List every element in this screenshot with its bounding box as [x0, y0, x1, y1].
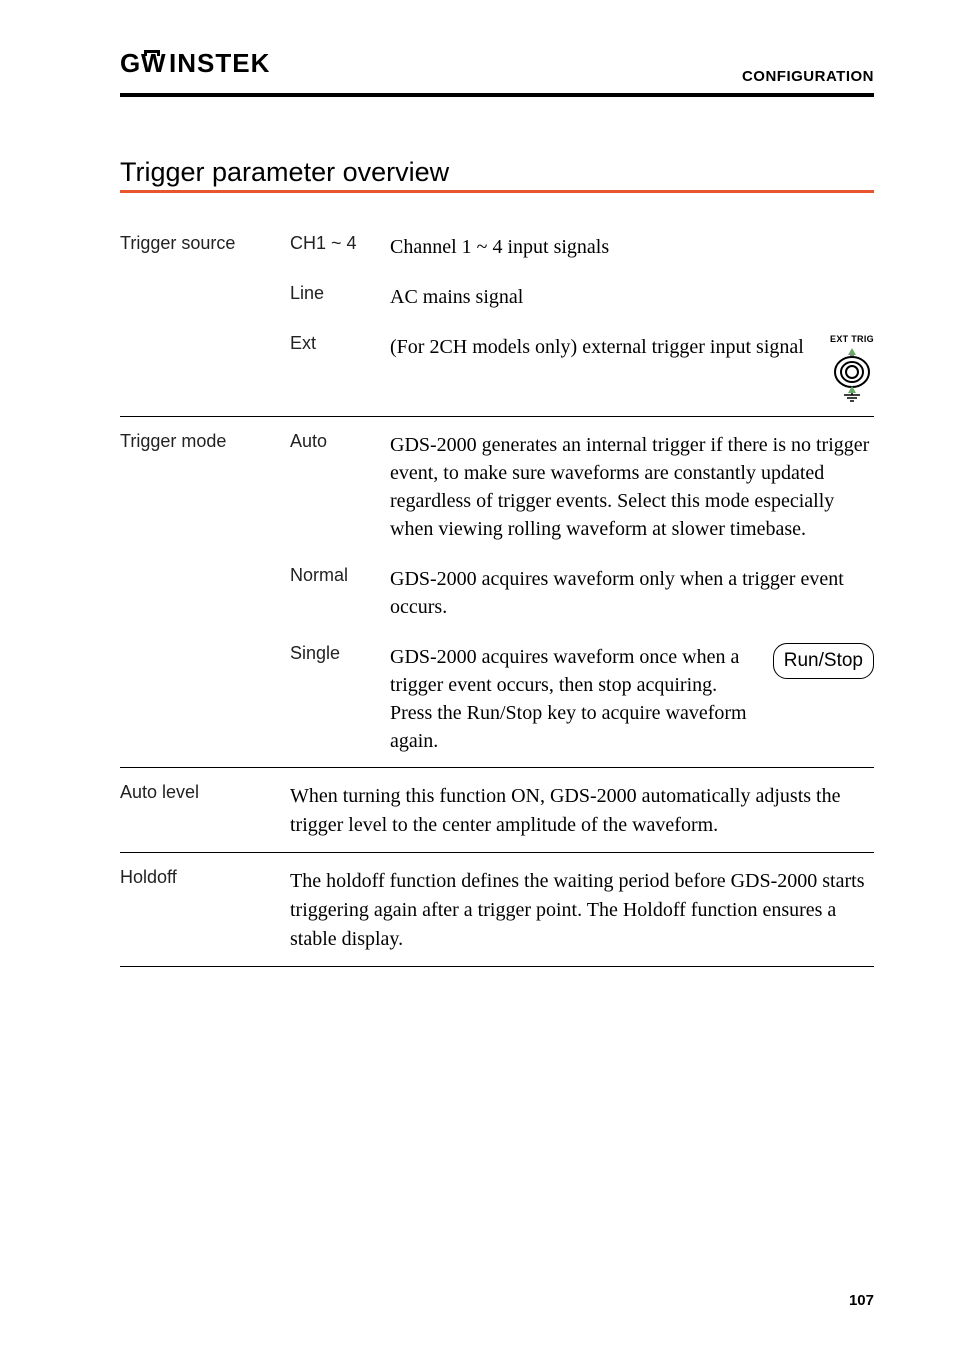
trigger-source-sub-ext: Ext	[290, 333, 390, 404]
page-header: G W INSTEK CONFIGURATION	[120, 50, 874, 91]
separator	[120, 852, 874, 853]
brand-logo: G W INSTEK	[120, 50, 288, 85]
trigger-source-label: Trigger source	[120, 233, 290, 261]
page-title: Trigger parameter overview	[120, 157, 874, 188]
ext-trig-label: EXT TRIG	[830, 333, 874, 346]
trigger-mode-row-2: Normal GDS-2000 acquires waveform only w…	[120, 565, 874, 621]
trigger-source-desc-line: AC mains signal	[390, 283, 874, 311]
holdoff-desc: The holdoff function defines the waiting…	[290, 867, 874, 954]
trigger-mode-row-1: Trigger mode Auto GDS-2000 generates an …	[120, 431, 874, 543]
svg-text:G: G	[120, 50, 141, 78]
separator	[120, 416, 874, 417]
trigger-mode-sub-normal: Normal	[290, 565, 390, 621]
trigger-mode-sub-single: Single	[290, 643, 390, 755]
auto-level-desc: When turning this function ON, GDS-2000 …	[290, 782, 874, 840]
trigger-source-desc-ext: (For 2CH models only) external trigger i…	[390, 333, 874, 404]
svg-text:INSTEK: INSTEK	[169, 50, 270, 78]
trigger-mode-label: Trigger mode	[120, 431, 290, 543]
ext-trig-icon: EXT TRIG	[830, 333, 874, 404]
separator	[120, 767, 874, 768]
auto-level-label: Auto level	[120, 782, 290, 840]
trigger-source-row-2: Line AC mains signal	[120, 283, 874, 311]
trigger-source-desc-ch: Channel 1 ~ 4 input signals	[390, 233, 874, 261]
page-number: 107	[849, 1292, 874, 1309]
title-rule	[120, 190, 874, 193]
trigger-mode-desc-single: GDS-2000 acquires waveform once when a t…	[390, 643, 874, 755]
section-label: CONFIGURATION	[742, 68, 874, 85]
trigger-source-sub-ch: CH1 ~ 4	[290, 233, 390, 261]
run-stop-button[interactable]: Run/Stop	[773, 643, 874, 680]
header-rule	[120, 93, 874, 97]
trigger-mode-row-3: Single GDS-2000 acquires waveform once w…	[120, 643, 874, 755]
trigger-source-sub-line: Line	[290, 283, 390, 311]
trigger-mode-sub-auto: Auto	[290, 431, 390, 543]
separator	[120, 966, 874, 967]
bnc-connector-icon	[830, 348, 874, 404]
holdoff-row: Holdoff The holdoff function defines the…	[120, 867, 874, 954]
trigger-source-row-3: Ext (For 2CH models only) external trigg…	[120, 333, 874, 404]
auto-level-row: Auto level When turning this function ON…	[120, 782, 874, 840]
trigger-mode-desc-normal: GDS-2000 acquires waveform only when a t…	[390, 565, 874, 621]
holdoff-label: Holdoff	[120, 867, 290, 954]
trigger-mode-desc-auto: GDS-2000 generates an internal trigger i…	[390, 431, 874, 543]
trigger-source-row-1: Trigger source CH1 ~ 4 Channel 1 ~ 4 inp…	[120, 233, 874, 261]
